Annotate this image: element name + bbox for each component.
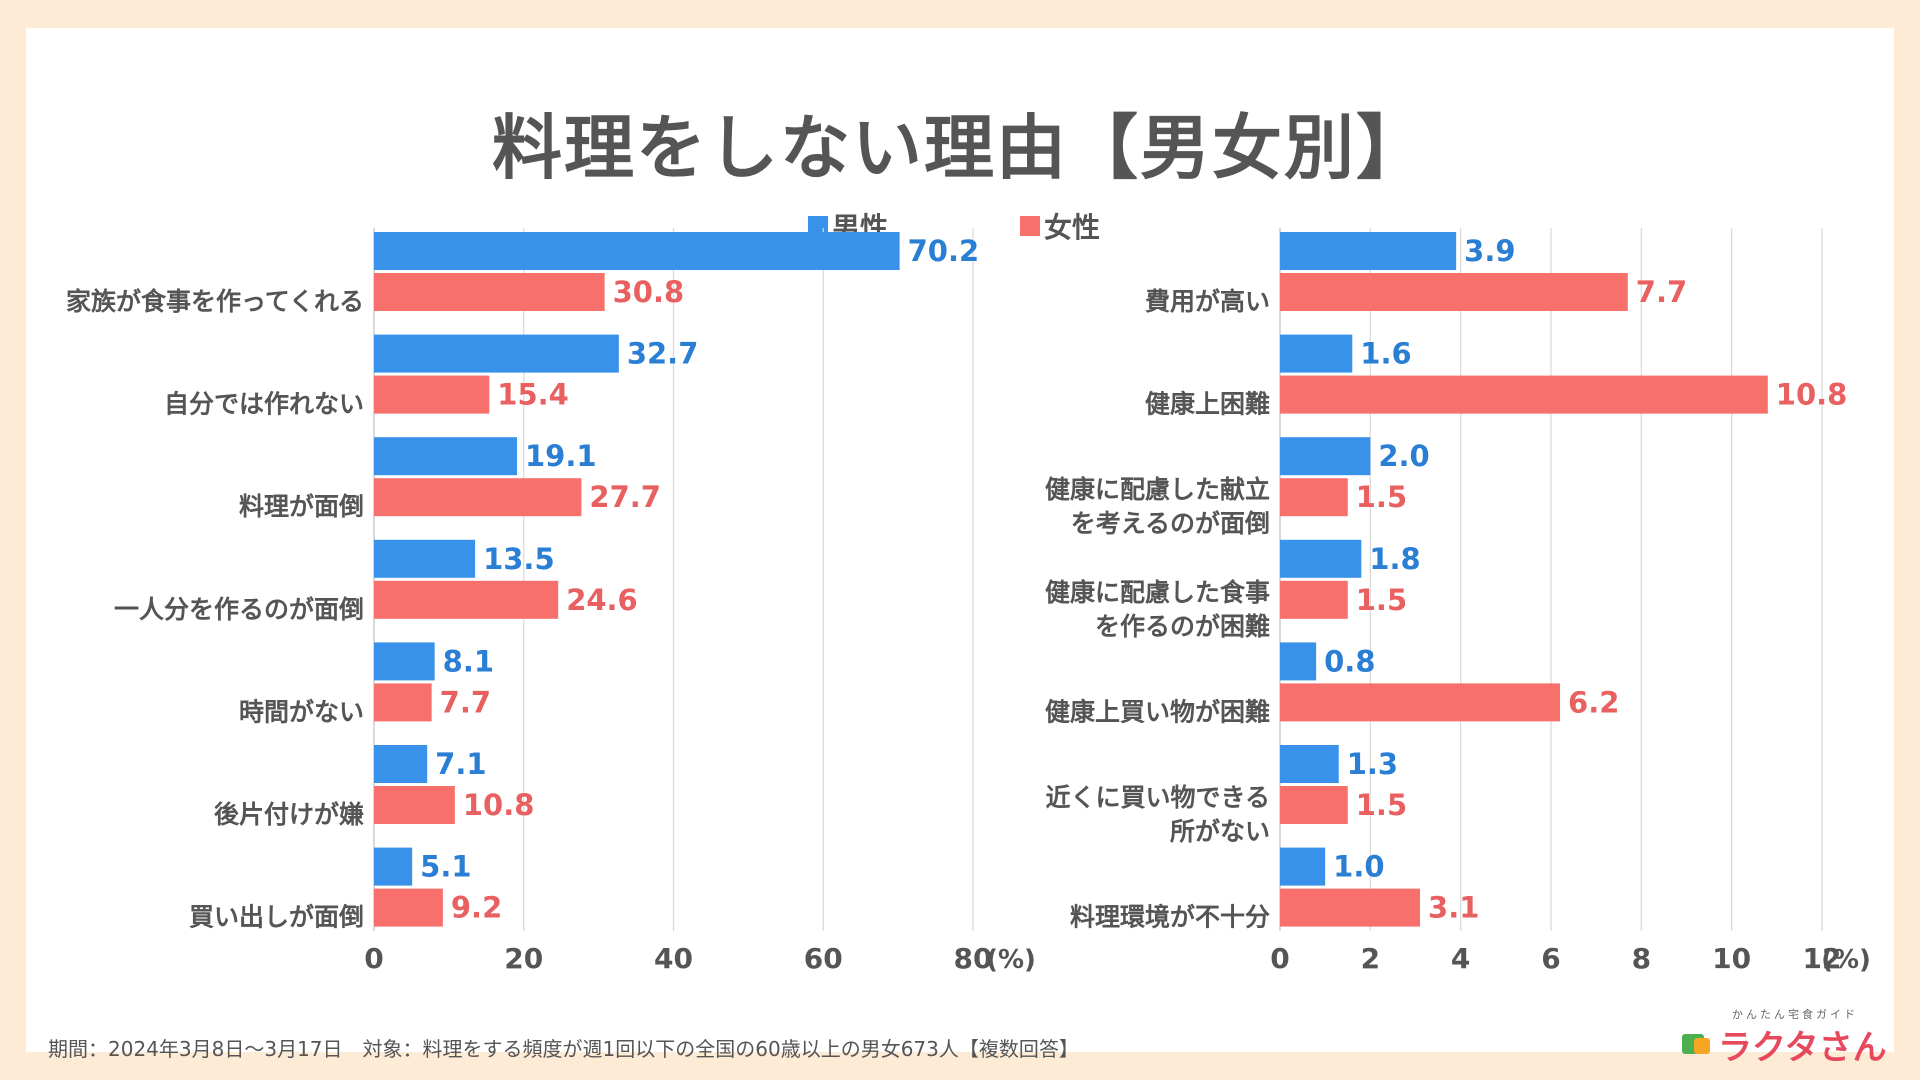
left-male-value-label: 70.2: [908, 234, 980, 268]
right-category-label: 健康上買い物が困難: [1045, 697, 1270, 726]
left-category-label: 後片付けが嫌: [214, 800, 364, 829]
right-tick-label: 8: [1632, 942, 1651, 975]
right-male-value-label: 2.0: [1378, 439, 1429, 473]
left-category-label: 家族が食事を作ってくれる: [66, 287, 364, 316]
right-male-value-label: 3.9: [1464, 234, 1515, 268]
left-male-bar: [374, 642, 435, 681]
right-male-value-label: 1.8: [1369, 542, 1420, 576]
left-category-label: 一人分を作るのが面倒: [114, 595, 364, 624]
left-category-label: 自分では作れない: [164, 390, 364, 419]
left-female-bar: [374, 888, 443, 927]
left-male-bar: [374, 745, 428, 783]
right-category-label: 料理環境が不十分: [1070, 903, 1270, 932]
left-tick-label: 20: [504, 942, 543, 975]
left-male-bar: [374, 232, 900, 270]
right-female-bar: [1280, 888, 1421, 927]
right-female-bar: [1280, 273, 1628, 311]
right-female-bar: [1280, 580, 1348, 619]
right-male-bar: [1280, 745, 1339, 783]
left-tick-label: 0: [364, 942, 383, 975]
left-tick-label: 60: [804, 942, 843, 975]
right-tick-label: 12: [1803, 942, 1842, 975]
left-male-bar: [374, 539, 476, 578]
left-male-value-label: 32.7: [627, 337, 699, 371]
right-category-label: 健康上困難: [1145, 390, 1270, 419]
right-male-bar: [1280, 642, 1317, 681]
right-category-label: 費用が高い: [1144, 287, 1270, 316]
logo-subtitle: かんたん宅食ガイド: [1732, 1008, 1858, 1021]
right-female-bar: [1280, 375, 1768, 414]
legend-female-label: 女性: [1044, 211, 1101, 244]
logo-name: ラクタさん: [1718, 1028, 1887, 1068]
bar-charts: 0 20 40 60 80(%)家族が食事を作ってくれる70.230.8自分では作れない…: [66, 228, 1871, 975]
left-unit-label: (%): [986, 945, 1036, 975]
right-male-bar: [1280, 437, 1371, 476]
left-female-bar: [374, 273, 605, 311]
right-category-label: 健康に配慮した献立: [1045, 475, 1270, 504]
right-female-value-label: 10.8: [1776, 378, 1848, 412]
right-tick-label: 6: [1541, 942, 1560, 975]
right-male-bar: [1280, 847, 1326, 886]
right-tick-label: 10: [1712, 942, 1751, 975]
left-category-label: 買い出しが面倒: [189, 903, 364, 932]
left-female-value-label: 10.8: [463, 788, 535, 822]
right-male-value-label: 0.8: [1324, 644, 1375, 678]
left-male-value-label: 13.5: [483, 542, 555, 576]
bag-icon: [1682, 1034, 1710, 1054]
right-female-value-label: 3.1: [1428, 891, 1479, 925]
left-female-value-label: 9.2: [451, 891, 502, 925]
right-male-bar: [1280, 232, 1457, 270]
left-category-label: 時間がない: [239, 697, 364, 726]
left-male-bar: [374, 437, 518, 476]
left-female-bar: [374, 375, 490, 414]
left-male-bar: [374, 334, 619, 373]
right-category-label: 健康に配慮した食事: [1045, 578, 1270, 607]
left-female-value-label: 27.7: [589, 480, 661, 514]
right-female-value-label: 7.7: [1636, 275, 1687, 309]
right-category-label: 所がない: [1170, 817, 1270, 846]
left-category-label: 料理が面倒: [239, 492, 364, 521]
left-female-value-label: 30.8: [613, 275, 685, 309]
right-female-value-label: 1.5: [1356, 583, 1407, 617]
right-male-value-label: 1.3: [1347, 747, 1398, 781]
left-male-value-label: 5.1: [420, 850, 471, 884]
left-female-bar: [374, 478, 582, 517]
right-category-label: を作るのが困難: [1095, 612, 1270, 641]
right-tick-label: 2: [1361, 942, 1380, 975]
left-female-value-label: 7.7: [440, 685, 491, 719]
chart-title: 料理をしない理由【男女別】: [492, 107, 1428, 189]
legend-female: 女性: [1020, 206, 1101, 244]
left-male-value-label: 19.1: [525, 439, 597, 473]
left-male-value-label: 8.1: [443, 644, 494, 678]
right-male-bar: [1280, 334, 1353, 373]
right-female-bar: [1280, 683, 1561, 722]
right-category-label: 近くに買い物できる: [1045, 783, 1270, 812]
survey-footnote: 期間：2024年3月8日〜3月17日 対象：料理をする頻度が週1回以下の全国の6…: [48, 1037, 1079, 1061]
chart-card: 料理をしない理由【男女別】 男性 女性 0 20 40 60 80 (%) 家族が食事を作っ…: [26, 28, 1894, 1068]
left-female-value-label: 15.4: [497, 378, 569, 412]
right-female-bar: [1280, 478, 1348, 517]
brand-logo: かんたん宅食ガイド ラクタさん: [1680, 1006, 1890, 1068]
left-tick-label: 80: [954, 942, 993, 975]
right-male-value-label: 1.0: [1333, 850, 1384, 884]
left-female-bar: [374, 786, 455, 824]
right-tick-label: 0: [1270, 942, 1289, 975]
legend-female-swatch: [1020, 216, 1040, 236]
right-female-value-label: 1.5: [1356, 788, 1407, 822]
right-tick-label: 4: [1451, 942, 1470, 975]
left-male-bar: [374, 847, 413, 886]
right-unit-label: (%): [1821, 945, 1871, 975]
left-male-value-label: 7.1: [435, 747, 486, 781]
right-female-value-label: 1.5: [1356, 480, 1407, 514]
left-tick-label: 40: [654, 942, 693, 975]
right-female-value-label: 6.2: [1568, 685, 1619, 719]
left-female-bar: [374, 580, 559, 619]
right-male-value-label: 1.6: [1360, 337, 1411, 371]
left-female-bar: [374, 683, 432, 722]
left-female-value-label: 24.6: [566, 583, 638, 617]
right-category-label: を考えるのが面倒: [1071, 509, 1270, 538]
right-male-bar: [1280, 539, 1362, 578]
right-female-bar: [1280, 786, 1348, 824]
